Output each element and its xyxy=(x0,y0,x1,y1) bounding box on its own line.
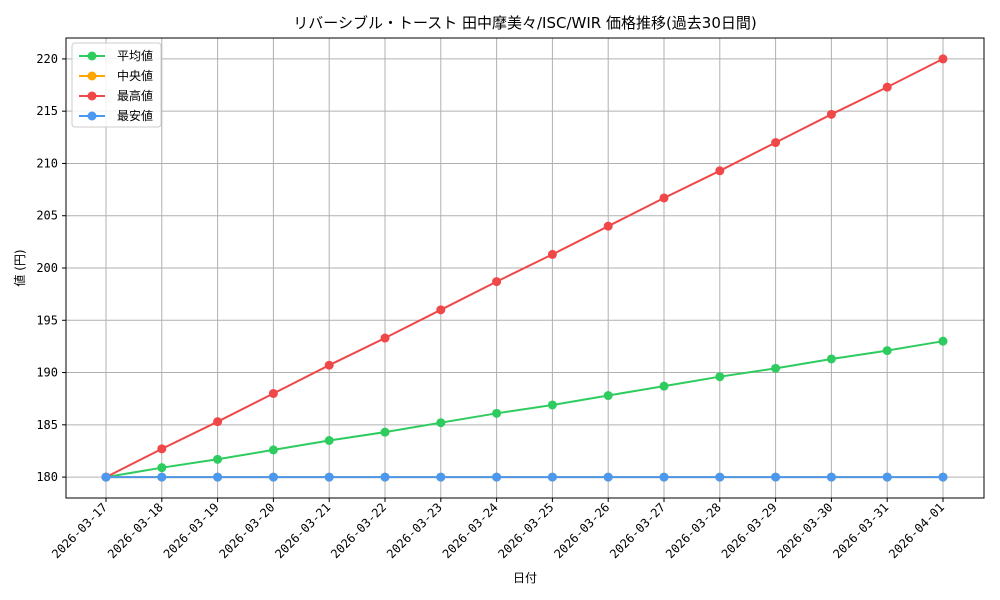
x-tick-label: 2026-03-24 xyxy=(440,500,501,561)
data-point xyxy=(826,354,836,364)
series-line xyxy=(105,340,944,479)
data-point xyxy=(882,82,892,92)
legend-label: 最高値 xyxy=(117,88,153,103)
x-tick-label: 2026-03-21 xyxy=(272,500,333,561)
x-axis-label: 日付 xyxy=(513,571,537,585)
data-point xyxy=(324,436,334,445)
legend-marker xyxy=(87,91,97,101)
series-平均値 xyxy=(101,336,948,482)
data-point xyxy=(436,305,446,315)
y-tick-label: 215 xyxy=(36,104,58,118)
data-point xyxy=(380,333,390,343)
data-point xyxy=(157,472,167,482)
data-point xyxy=(324,472,334,482)
x-tick-label: 2026-03-28 xyxy=(663,500,724,561)
y-tick-label: 180 xyxy=(36,470,58,484)
data-point xyxy=(268,445,278,455)
data-point xyxy=(436,472,446,482)
data-point xyxy=(826,472,836,482)
data-point xyxy=(157,463,167,473)
data-point xyxy=(715,372,725,382)
data-point xyxy=(826,109,836,119)
data-point xyxy=(715,166,725,176)
legend-label: 最安値 xyxy=(117,108,153,123)
legend-marker xyxy=(87,111,97,121)
data-point xyxy=(659,472,669,482)
series-group xyxy=(101,54,948,482)
y-axis: 180 185 190 195 200 205 210 215 220 xyxy=(36,52,66,484)
data-point xyxy=(938,54,948,64)
x-axis: 2026-03-172026-03-182026-03-192026-03-20… xyxy=(49,498,947,561)
data-point xyxy=(157,444,167,454)
data-point xyxy=(324,360,334,370)
series-最高値 xyxy=(101,54,948,482)
grid xyxy=(66,38,984,498)
data-point xyxy=(380,427,390,437)
data-point xyxy=(547,472,557,482)
data-point xyxy=(659,381,669,391)
chart-title: リバーシブル・トースト 田中摩美々/ISC/WIR 価格推移(過去30日間) xyxy=(293,14,756,32)
x-tick-label: 2026-03-25 xyxy=(496,500,557,561)
x-tick-label: 2026-03-23 xyxy=(384,500,445,561)
x-tick-label: 2026-03-17 xyxy=(49,500,110,561)
y-tick-label: 195 xyxy=(36,313,58,327)
data-point xyxy=(547,249,557,259)
legend-label: 中央値 xyxy=(117,68,153,83)
legend-label: 平均値 xyxy=(117,48,153,63)
y-tick-label: 190 xyxy=(36,366,58,380)
x-tick-label: 2026-03-18 xyxy=(105,500,166,561)
data-point xyxy=(380,472,390,482)
data-point xyxy=(268,472,278,482)
data-point xyxy=(938,472,948,482)
y-tick-label: 220 xyxy=(36,52,58,66)
data-point xyxy=(771,472,781,482)
series-最安値 xyxy=(101,472,948,482)
y-tick-label: 200 xyxy=(36,261,58,275)
data-point xyxy=(268,388,278,398)
legend-box xyxy=(71,42,162,128)
data-point xyxy=(659,193,669,203)
series-line xyxy=(105,58,944,478)
legend-marker xyxy=(87,71,97,81)
data-point xyxy=(603,391,613,401)
y-tick-label: 210 xyxy=(36,156,58,170)
data-point xyxy=(547,400,557,410)
data-point xyxy=(213,454,223,464)
x-tick-label: 2026-03-19 xyxy=(161,500,222,561)
data-point xyxy=(101,472,111,482)
x-tick-label: 2026-03-31 xyxy=(830,500,891,561)
data-point xyxy=(771,138,781,148)
data-point xyxy=(715,472,725,482)
data-point xyxy=(492,408,502,418)
x-tick-label: 2026-03-26 xyxy=(551,500,612,561)
data-point xyxy=(603,472,613,482)
legend-marker xyxy=(87,51,97,61)
y-tick-label: 185 xyxy=(36,418,58,432)
x-tick-label: 2026-03-20 xyxy=(217,500,278,561)
data-point xyxy=(771,363,781,373)
x-tick-label: 2026-03-30 xyxy=(775,500,836,561)
x-tick-label: 2026-04-01 xyxy=(886,500,947,561)
y-tick-label: 205 xyxy=(36,209,58,223)
data-point xyxy=(492,472,502,482)
data-point xyxy=(436,418,446,428)
data-point xyxy=(603,221,613,231)
data-point xyxy=(213,472,223,482)
data-point xyxy=(882,472,892,482)
data-point xyxy=(882,346,892,356)
data-point xyxy=(492,277,502,287)
x-tick-label: 2026-03-22 xyxy=(328,500,389,561)
data-point xyxy=(213,417,223,427)
y-axis-label: 値 (円) xyxy=(12,249,27,286)
data-point xyxy=(938,336,948,346)
x-tick-label: 2026-03-27 xyxy=(607,500,668,561)
x-tick-label: 2026-03-29 xyxy=(719,500,780,561)
